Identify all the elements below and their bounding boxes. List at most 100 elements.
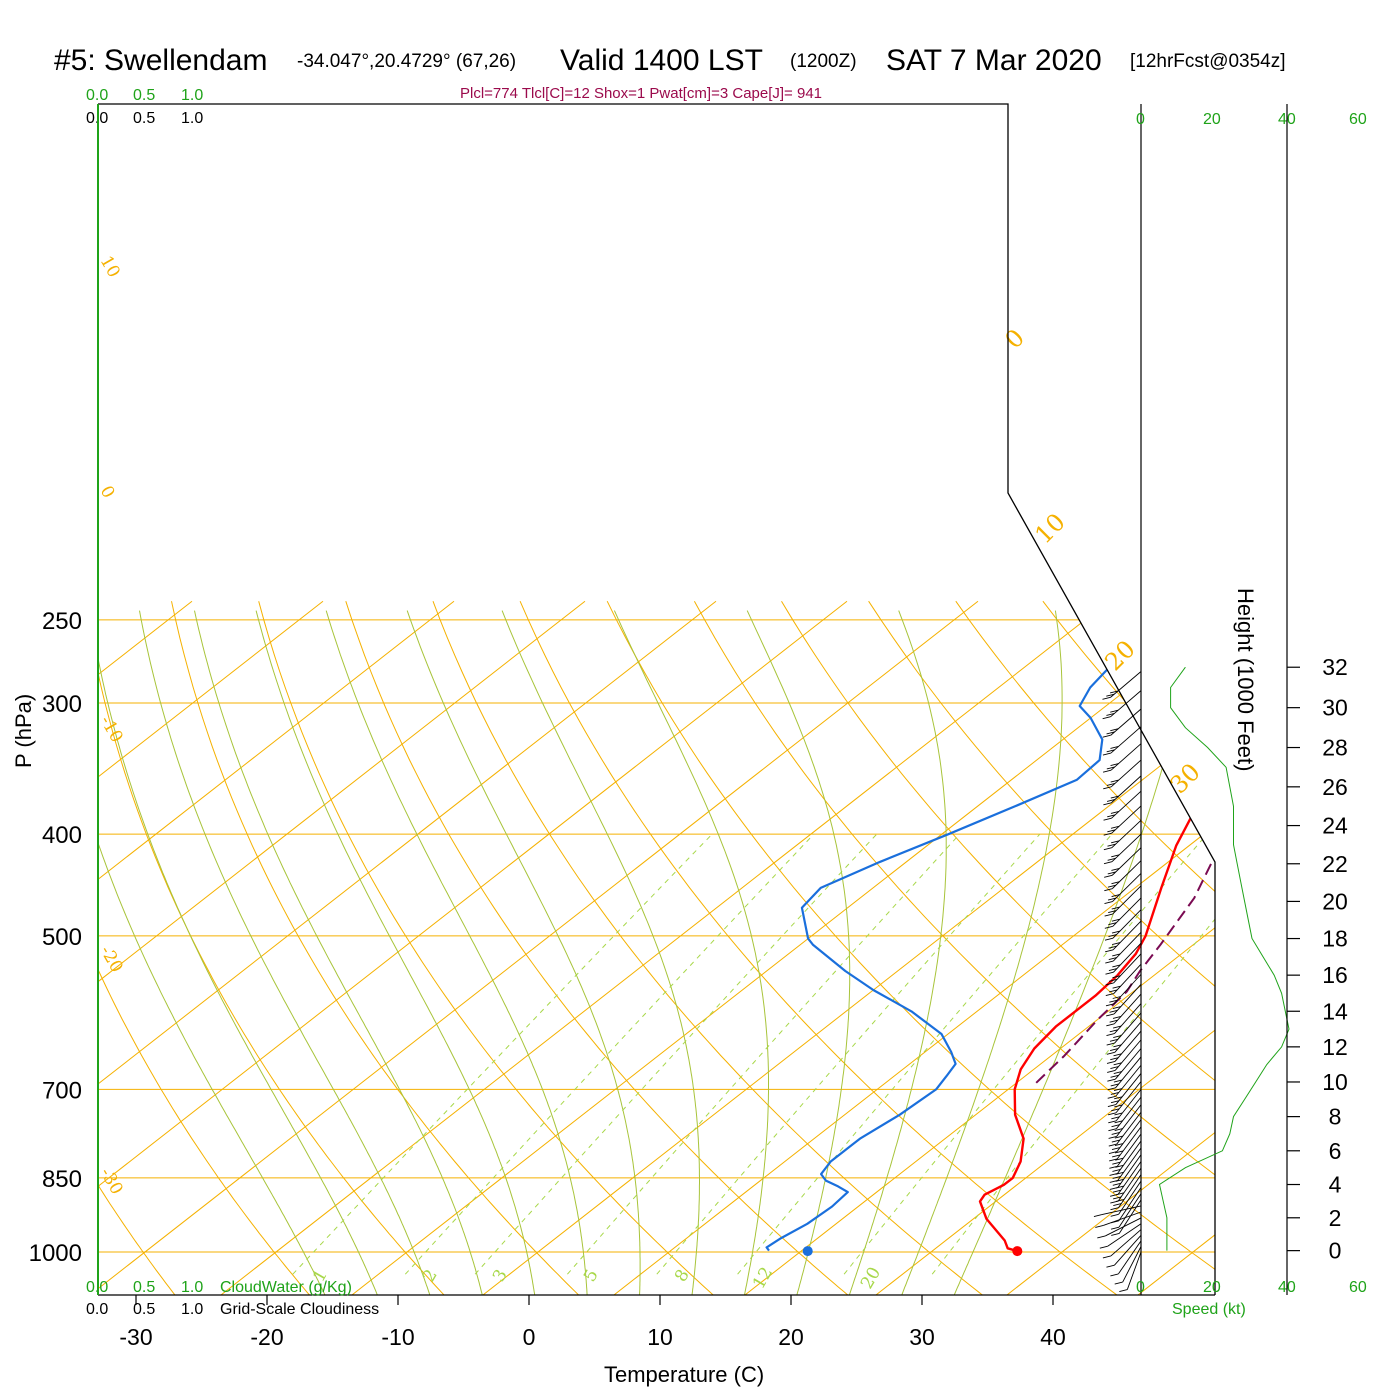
moist-adiabat-line <box>98 610 326 1295</box>
wind-barb-feather <box>1114 1143 1124 1147</box>
isotherm-label: 10 <box>96 253 124 282</box>
wind-barb <box>1114 1003 1142 1034</box>
wind-barb <box>1117 1161 1142 1195</box>
wind-barb <box>1112 920 1142 951</box>
wind-barb-feather <box>1106 749 1115 753</box>
moist-adiabat-line <box>325 610 588 1295</box>
isotherm-line <box>1137 600 1215 1295</box>
wind-barb-feather <box>1105 949 1114 953</box>
wind-barb-feather <box>1114 1104 1123 1108</box>
wind-barb-feather <box>1104 874 1113 878</box>
temperature-tick-label: -10 <box>381 1324 414 1350</box>
temperature-tick-label: 40 <box>1040 1324 1066 1350</box>
dry-adiabat-line <box>1304 601 1400 1295</box>
mixing-ratio-line <box>737 833 1113 1275</box>
wind-barb-feather <box>1110 1207 1119 1211</box>
wind-barb-feather <box>1114 1120 1123 1124</box>
wind-barb-feather <box>1107 884 1117 888</box>
wind-barb-feather <box>1111 840 1120 844</box>
top-green-tick-1: 0.5 <box>133 87 155 104</box>
wind-barb-feather <box>1110 746 1119 749</box>
wind-barb <box>1110 671 1142 698</box>
wind-barb-feather <box>1106 1042 1115 1046</box>
wind-barb <box>1118 1240 1142 1275</box>
wind-barb <box>1111 775 1142 804</box>
wind-barb <box>1116 1126 1142 1160</box>
wind-barb-feather <box>1108 934 1117 938</box>
wind-barb <box>1117 1147 1142 1181</box>
forecast-info: [12hrFcst@0354z] <box>1130 51 1286 72</box>
wind-barbs <box>1093 671 1142 1293</box>
height-tick-label: 2 <box>1329 1205 1342 1231</box>
wind-barb-feather <box>1109 1019 1118 1023</box>
height-tick-label: 14 <box>1322 998 1348 1024</box>
mixing-ratio-label: 3 <box>489 1266 512 1285</box>
moist-adiabat-line <box>901 610 1063 1295</box>
moist-adiabat-line <box>194 610 483 1295</box>
mixing-ratio-line <box>567 833 960 1275</box>
wind-barb-feather <box>1106 1013 1115 1017</box>
wind-barb-feather <box>1113 1071 1122 1074</box>
mixing-ratio-line <box>292 833 713 1275</box>
mixing-ratio-label: 8 <box>671 1266 694 1285</box>
wind-barb-feather <box>1113 1035 1122 1038</box>
wind-barb-feather <box>1110 763 1119 767</box>
wind-barb <box>1115 1064 1142 1097</box>
wind-barb <box>1111 790 1142 819</box>
wind-barb-feather <box>1113 1203 1122 1207</box>
wind-barb-feather <box>1108 1120 1117 1124</box>
wind-barb-feather <box>1113 1044 1122 1048</box>
mixing-ratio-line <box>843 833 1208 1275</box>
wind-bottom-tick-20: 20 <box>1203 1279 1221 1296</box>
dry-adiabat-line <box>693 600 1215 1295</box>
wind-barb-feather <box>1113 1088 1123 1091</box>
wind-barb-feather <box>1109 1029 1118 1033</box>
wind-barb-feather <box>1114 1128 1123 1131</box>
wind-barb-feather <box>1107 814 1116 818</box>
wind-barb <box>1118 1187 1142 1222</box>
wind-barb <box>1117 1167 1142 1202</box>
y2-axis-title: Height (1000 Feet) <box>1233 588 1258 771</box>
wind-barb-feather <box>1106 1023 1115 1027</box>
wind-barb-feather <box>1106 766 1115 770</box>
temperature-tick-label: -20 <box>250 1324 283 1350</box>
wind-barb <box>1114 1021 1142 1053</box>
wind-barb <box>1116 1119 1142 1152</box>
wind-barb-feather <box>1102 734 1111 738</box>
wind-barb <box>1113 963 1142 994</box>
wind-barb-feather <box>1108 957 1117 960</box>
wind-barb-feather <box>1112 1154 1121 1158</box>
height-tick-label: 12 <box>1322 1034 1348 1060</box>
wind-barb <box>1107 1223 1142 1247</box>
wind-barb <box>1111 819 1142 848</box>
wind-barb <box>1118 1199 1142 1234</box>
wind-barb <box>1110 759 1142 788</box>
wind-barb-feather <box>1110 1057 1119 1061</box>
isotherm-line <box>98 600 848 1295</box>
wind-barb <box>1112 860 1142 889</box>
bottom-black-tick-0: 0.0 <box>86 1301 108 1318</box>
wind-barb <box>1112 931 1142 962</box>
wind-barb-feather <box>1115 1157 1124 1161</box>
moist-adiabat-line <box>613 610 769 1295</box>
mixing-ratio-line <box>656 833 1041 1275</box>
wind-barb <box>1118 1193 1142 1228</box>
wind-barb <box>1110 726 1142 754</box>
wind-bottom-tick-60: 60 <box>1349 1279 1367 1296</box>
wind-barb <box>1111 805 1142 834</box>
top-black-tick-1: 0.5 <box>133 110 155 127</box>
height-tick-label: 20 <box>1322 888 1348 914</box>
dry-adiabat-line <box>98 601 445 1295</box>
wind-barb <box>1116 1111 1142 1145</box>
top-green-tick-0: 0.0 <box>86 87 108 104</box>
wind-barb <box>1117 1140 1142 1174</box>
wind-barb-feather <box>1106 731 1115 735</box>
wind-barb-feather <box>1109 1165 1118 1169</box>
wind-barb-feather <box>1109 1172 1118 1176</box>
wind-barb-feather <box>1106 782 1116 786</box>
wind-top-tick-60: 60 <box>1349 111 1367 128</box>
wind-barb-feather <box>1111 918 1120 922</box>
top-black-tick-2: 1.0 <box>181 110 203 127</box>
theta-label: 0 <box>999 324 1030 355</box>
